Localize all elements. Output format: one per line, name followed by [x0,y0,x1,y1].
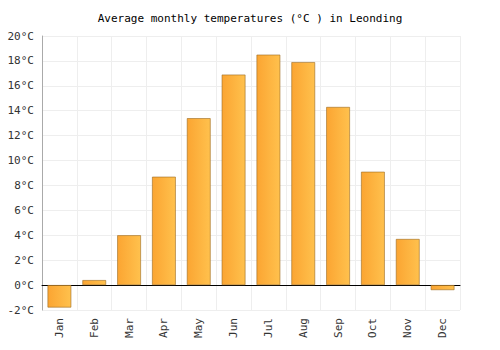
svg-text:Average monthly temperatures (: Average monthly temperatures (°C ) in Le… [98,12,403,25]
svg-text:Nov: Nov [401,318,414,338]
svg-text:2°C: 2°C [14,254,34,267]
svg-text:12°C: 12°C [8,129,35,142]
svg-text:May: May [192,318,205,338]
svg-text:Feb: Feb [88,318,101,338]
svg-text:14°C: 14°C [8,104,35,117]
svg-text:Mar: Mar [123,318,136,338]
svg-text:18°C: 18°C [8,54,35,67]
svg-text:Jul: Jul [262,318,275,338]
svg-text:Jan: Jan [53,318,66,338]
svg-text:4°C: 4°C [14,229,34,242]
svg-text:Oct: Oct [366,318,379,338]
svg-text:Apr: Apr [157,318,170,338]
svg-text:Aug: Aug [297,318,310,338]
svg-text:20°C: 20°C [8,30,35,43]
svg-text:6°C: 6°C [14,204,34,217]
svg-text:Sep: Sep [332,318,345,338]
svg-text:16°C: 16°C [8,79,35,92]
svg-text:-2°C: -2°C [8,304,35,317]
svg-text:0°C: 0°C [14,279,34,292]
svg-text:Dec: Dec [436,318,449,338]
svg-text:10°C: 10°C [8,154,35,167]
svg-text:8°C: 8°C [14,179,34,192]
svg-text:Jun: Jun [227,318,240,338]
